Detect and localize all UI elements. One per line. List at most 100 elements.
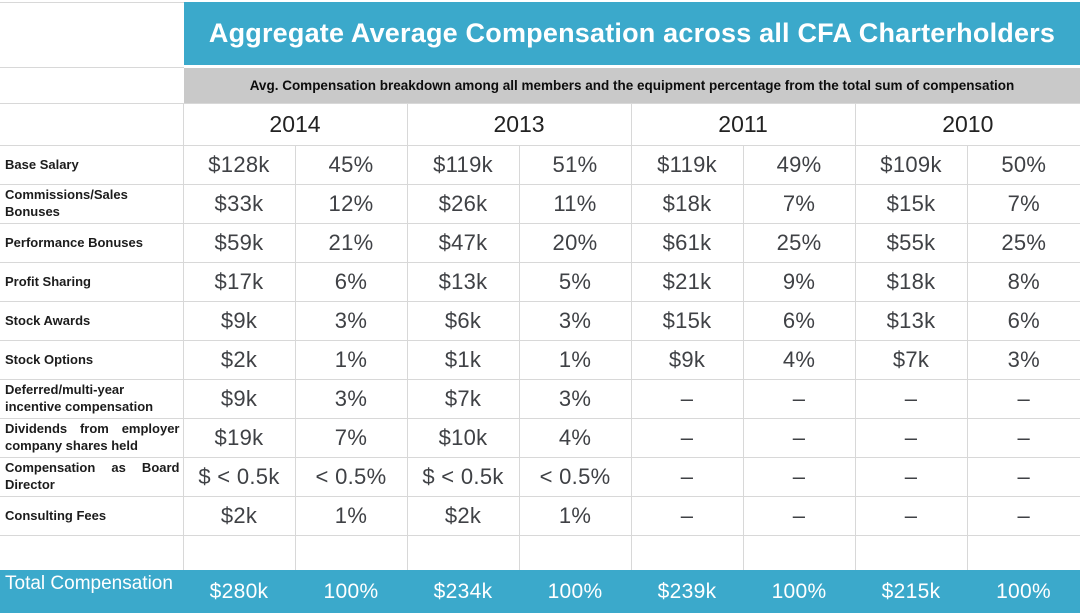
value-cell: 1% [294,496,408,536]
row-label: Consulting Fees [0,496,184,536]
value-cell: – [630,418,744,458]
value-cell: 1% [518,340,632,380]
value-cell: 20% [518,223,632,263]
value-cell: – [630,496,744,536]
title-bar: Aggregate Average Compensation across al… [184,2,1080,65]
corner-subtitle-band [0,68,184,103]
value-cell: $18k [854,262,968,302]
value-cell: $7k [406,379,520,419]
value-cell: $26k [406,184,520,224]
row-label: Commissions/Sales Bonuses [0,184,184,224]
value-cell: $2k [406,496,520,536]
value-cell: – [966,496,1080,536]
value-cell: 4% [518,418,632,458]
table-row: Performance Bonuses $59k 21% $47k 20% $61k 25%… [0,223,1080,263]
total-value-cell: 100% [295,569,408,613]
value-cell: $9k [182,379,296,419]
total-value-cell: $239k [631,569,744,613]
value-cell: 7% [742,184,856,224]
table-row: Dividends from employer company shares h… [0,418,1080,458]
value-cell: 3% [518,379,632,419]
value-cell: $19k [182,418,296,458]
value-cell: 7% [966,184,1080,224]
spacer-cell [0,535,184,570]
value-cell: $59k [182,223,296,263]
row-label: Base Salary [0,145,184,185]
value-cell: – [742,379,856,419]
year-header: 2014 [182,103,408,146]
total-value-cell: 100% [519,569,632,613]
value-cell: $13k [854,301,968,341]
value-cell: 3% [294,379,408,419]
value-cell: $2k [182,340,296,380]
value-cell: $13k [406,262,520,302]
year-header-spacer [0,103,184,146]
value-cell: < 0.5% [518,457,632,497]
value-cell: $10k [406,418,520,458]
value-cell: $15k [854,184,968,224]
value-cell: 12% [294,184,408,224]
value-cell: – [854,457,968,497]
row-label: Stock Awards [0,301,184,341]
value-cell: – [966,379,1080,419]
value-cell: 5% [518,262,632,302]
value-cell: $55k [854,223,968,263]
value-cell: – [742,457,856,497]
value-cell: – [966,457,1080,497]
spacer-cell [182,535,296,570]
subtitle-bar: Avg. Compensation breakdown among all me… [184,68,1080,103]
page-subtitle: Avg. Compensation breakdown among all me… [249,78,1015,93]
value-cell: 3% [294,301,408,341]
year-header: 2013 [406,103,632,146]
table-row: Compensation as Board Director $ < 0.5k < … [0,457,1080,497]
value-cell: $2k [182,496,296,536]
table-row: Commissions/Sales Bonuses $33k 12% $26k 11% $… [0,184,1080,224]
table-row: Consulting Fees $2k 1% $2k 1% – – – – [0,496,1080,536]
value-cell: $9k [630,340,744,380]
value-cell: – [630,457,744,497]
year-header-row: 2014 2013 2011 2010 [0,103,1080,146]
total-value-cell: 100% [967,569,1080,613]
value-cell: 7% [294,418,408,458]
spacer-cell [630,535,744,570]
table-row: Deferred/multi-year incentive compensati… [0,379,1080,419]
value-cell: – [742,496,856,536]
table-row: Stock Awards $9k 3% $6k 3% $15k 6% $13k 6% [0,301,1080,341]
value-cell: $17k [182,262,296,302]
value-cell: – [630,379,744,419]
total-value-cell: $234k [407,569,520,613]
value-cell: 6% [966,301,1080,341]
spacer-cell [966,535,1080,570]
value-cell: $9k [182,301,296,341]
row-label: Compensation as Board Director [0,457,184,497]
value-cell: – [742,418,856,458]
value-cell: 4% [742,340,856,380]
value-cell: 6% [742,301,856,341]
value-cell: $33k [182,184,296,224]
spacer-cell [406,535,520,570]
value-cell: 3% [966,340,1080,380]
compensation-table: 2014 2013 2011 2010 Base Salary $128k 45% $119… [0,103,1080,613]
value-cell: 45% [294,145,408,185]
value-cell: – [854,418,968,458]
value-cell: $119k [630,145,744,185]
value-cell: 50% [966,145,1080,185]
value-cell: $7k [854,340,968,380]
spacer-row [0,535,1080,570]
value-cell: < 0.5% [294,457,408,497]
value-cell: 25% [742,223,856,263]
spacer-cell [742,535,856,570]
value-cell: $ < 0.5k [406,457,520,497]
total-label: Total Compensation [0,569,183,613]
value-cell: – [854,496,968,536]
corner-title-band [0,3,184,68]
value-cell: 8% [966,262,1080,302]
year-header: 2010 [854,103,1080,146]
value-cell: $128k [182,145,296,185]
value-cell: – [966,418,1080,458]
table-row: Base Salary $128k 45% $119k 51% $119k 49% $109k… [0,145,1080,185]
value-cell: 6% [294,262,408,302]
value-cell: 11% [518,184,632,224]
row-label: Stock Options [0,340,184,380]
